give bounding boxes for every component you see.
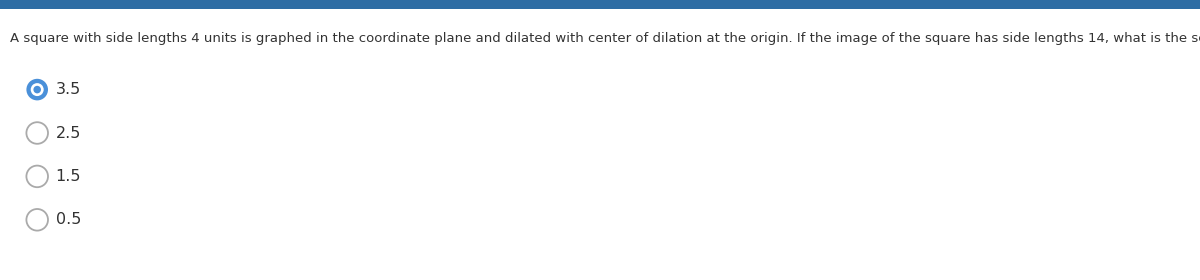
Ellipse shape (26, 122, 48, 144)
Text: 2.5: 2.5 (55, 125, 80, 141)
Bar (0, 0, 1200, 9)
Text: 0.5: 0.5 (55, 212, 80, 227)
Ellipse shape (31, 83, 43, 96)
Ellipse shape (26, 209, 48, 231)
Ellipse shape (34, 86, 41, 94)
Text: 1.5: 1.5 (55, 169, 82, 184)
Text: 3.5: 3.5 (55, 82, 80, 97)
Ellipse shape (26, 165, 48, 187)
Ellipse shape (26, 79, 48, 101)
Text: A square with side lengths 4 units is graphed in the coordinate plane and dilate: A square with side lengths 4 units is gr… (10, 32, 1200, 45)
